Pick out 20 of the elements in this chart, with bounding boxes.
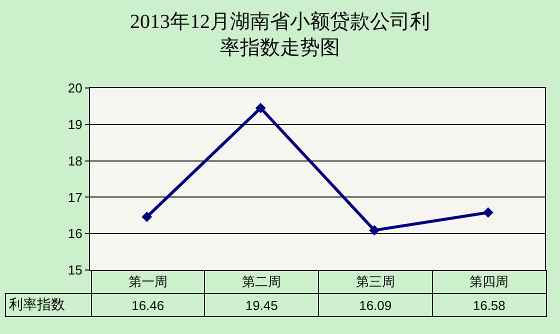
point bbox=[255, 102, 266, 114]
x-tick-label: 第二周 bbox=[204, 270, 318, 294]
y-tick-label: 16 bbox=[68, 226, 82, 242]
y-tick-label: 19 bbox=[68, 116, 82, 132]
y-tick-label: 17 bbox=[68, 190, 82, 205]
data-label: 16.46 bbox=[91, 294, 205, 316]
point bbox=[142, 212, 152, 222]
x-tick-label: 第三周 bbox=[318, 270, 432, 294]
text: 利率指数 bbox=[6, 294, 91, 316]
y-tick-label: 15 bbox=[68, 262, 82, 278]
data-label: 16.58 bbox=[432, 294, 546, 316]
y-tick-label: 20 bbox=[68, 80, 82, 96]
x-tick-label: 第一周 bbox=[91, 270, 205, 294]
point bbox=[369, 225, 380, 236]
data-label: 16.09 bbox=[318, 294, 432, 316]
chart-title: 2013年12月湖南省小额贷款公司利率指数走势图 bbox=[130, 11, 430, 59]
point bbox=[482, 207, 494, 218]
data-label: 19.45 bbox=[204, 294, 318, 316]
x-tick-label: 第四周 bbox=[432, 270, 546, 294]
y-tick-label: 18 bbox=[68, 153, 82, 168]
